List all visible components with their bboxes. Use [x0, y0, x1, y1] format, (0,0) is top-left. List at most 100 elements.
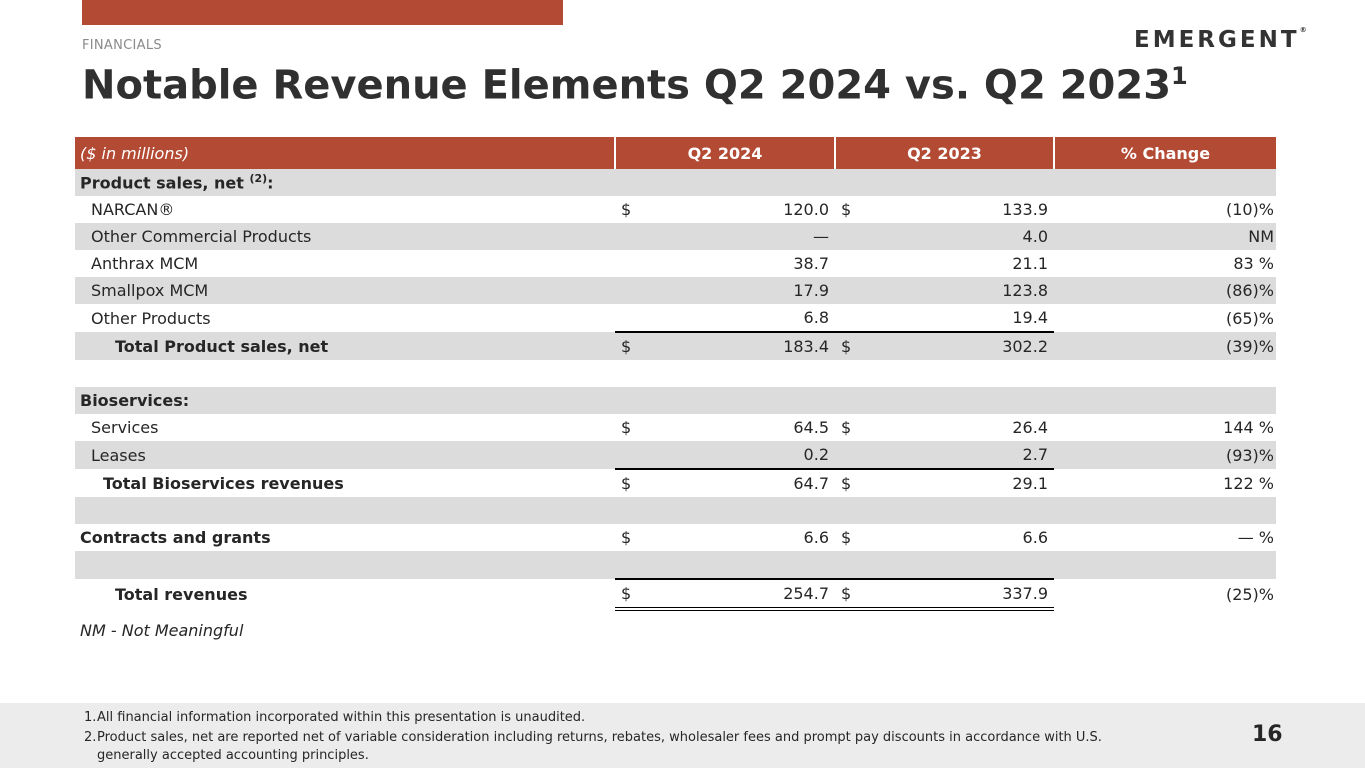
- row-label: Leases: [75, 441, 615, 469]
- cell-q2-2024: $64.7: [615, 468, 835, 497]
- cell-q2-2024: [615, 360, 835, 387]
- row-label: Total Product sales, net: [75, 332, 615, 360]
- footnotes: 1. All financial information incorporated…: [84, 709, 1144, 767]
- nm-note: NM - Not Meaningful: [80, 621, 244, 640]
- title-footnote-ref: 1: [1171, 62, 1188, 90]
- cell-q2-2023: [835, 360, 1054, 387]
- cell-q2-2024: —: [615, 223, 835, 250]
- row-label: [75, 497, 615, 524]
- cell-q2-2023: 4.0: [835, 223, 1054, 250]
- cell-q2-2024: [615, 169, 835, 196]
- cell-q2-2023: 2.7: [835, 441, 1054, 469]
- row-label: Other Products: [91, 308, 211, 328]
- cell-q2-2023: $337.9: [835, 578, 1054, 611]
- cell-change: — %: [1237, 528, 1274, 547]
- cell-q2-2023: [835, 169, 1054, 196]
- cell-q2-2023: 19.4: [1012, 308, 1048, 327]
- cell-q2-2024: 0.2: [615, 441, 835, 469]
- spacer-row: [75, 360, 1276, 387]
- table-header-row: ($ in millions) Q2 2024 Q2 2023 % Change: [75, 137, 1276, 169]
- footnote-text: All financial information incorporated w…: [97, 710, 586, 725]
- cell-change: 122 %: [1223, 473, 1274, 493]
- row-label: Total revenues: [115, 584, 248, 604]
- subtotal-row: Total Bioservices revenues $64.7 $29.1 1…: [75, 468, 1276, 497]
- footnote-number: 1.: [84, 710, 97, 725]
- cell-change: (25)%: [1225, 584, 1274, 604]
- cell-q2-2023: $29.1: [835, 468, 1054, 497]
- cell-q2-2024: $183.4: [615, 331, 835, 360]
- cell-q2-2024: 17.9: [615, 277, 835, 304]
- table-row: Other Commercial Products — 4.0 NM: [75, 223, 1276, 250]
- header-q2-2024: Q2 2024: [614, 137, 835, 169]
- cell-change: [1054, 497, 1276, 524]
- table-row: Smallpox MCM 17.9 123.8 (86)%: [75, 277, 1276, 304]
- cell-q2-2024: $64.5: [621, 418, 829, 437]
- cell-q2-2023: $6.6: [841, 528, 1048, 547]
- row-label: NARCAN®: [91, 200, 175, 219]
- page-title: Notable Revenue Elements Q2 2024 vs. Q2 …: [82, 62, 1188, 108]
- page-number: 16: [1252, 722, 1283, 747]
- spacer-row: [75, 497, 1276, 524]
- logo-text: EMERGENT: [1134, 27, 1300, 53]
- cell-q2-2024: [615, 387, 835, 414]
- cell-q2-2024: $254.7: [615, 578, 835, 611]
- header-units: ($ in millions): [75, 137, 615, 169]
- cell-change: [1054, 169, 1276, 196]
- footnote: 1. All financial information incorporated…: [84, 709, 1144, 727]
- table-row: NARCAN® $120.0 $133.9 (10)%: [75, 196, 1276, 223]
- cell-change: (93)%: [1054, 441, 1276, 469]
- cell-q2-2023: 21.1: [1012, 254, 1048, 273]
- accent-bar: [82, 0, 563, 25]
- cell-q2-2023: [835, 497, 1054, 524]
- footnote: 2. Product sales, net are reported net of…: [84, 729, 1144, 765]
- revenue-table: ($ in millions) Q2 2024 Q2 2023 % Change…: [75, 137, 1276, 611]
- cell-change: 144 %: [1223, 418, 1274, 437]
- cell-q2-2023: $26.4: [841, 418, 1048, 437]
- cell-q2-2023: $133.9: [841, 200, 1048, 219]
- table-row: Leases 0.2 2.7 (93)%: [75, 441, 1276, 469]
- cell-change: [1054, 551, 1276, 579]
- cell-change: (39)%: [1054, 332, 1276, 360]
- footer-band: [0, 703, 1365, 768]
- row-label: Product sales, net (2):: [75, 169, 615, 196]
- registered-mark: ®: [1299, 26, 1307, 34]
- cell-change: (65)%: [1225, 308, 1274, 328]
- cell-q2-2024: [615, 497, 835, 524]
- cell-q2-2024: $6.6: [621, 528, 829, 547]
- row-label: [75, 360, 615, 387]
- table-row: Contracts and grants $6.6 $6.6 — %: [75, 524, 1276, 551]
- row-label: Contracts and grants: [80, 528, 271, 547]
- subtotal-row: Total Product sales, net $183.4 $302.2 (…: [75, 331, 1276, 360]
- section-label: FINANCIALS: [82, 38, 162, 53]
- row-label: Other Commercial Products: [75, 223, 615, 250]
- page-title-text: Notable Revenue Elements Q2 2024 vs. Q2 …: [82, 62, 1172, 109]
- cell-change: 83 %: [1233, 254, 1274, 273]
- cell-q2-2023: [835, 551, 1054, 579]
- row-label: Total Bioservices revenues: [103, 473, 344, 493]
- table-row: Other Products 6.8 19.4 (65)%: [75, 304, 1276, 332]
- cell-change: (10)%: [1225, 200, 1274, 219]
- spacer-row: [75, 551, 1276, 579]
- footnote-text: Product sales, net are reported net of v…: [97, 730, 1102, 763]
- section-header-row: Bioservices:: [75, 387, 1276, 414]
- header-q2-2023: Q2 2023: [834, 137, 1054, 169]
- cell-change: (86)%: [1054, 277, 1276, 304]
- total-row: Total revenues $254.7 $337.9 (25)%: [75, 578, 1276, 611]
- cell-q2-2023: [835, 387, 1054, 414]
- table-row: Services $64.5 $26.4 144 %: [75, 414, 1276, 441]
- table-row: Anthrax MCM 38.7 21.1 83 %: [75, 250, 1276, 277]
- cell-q2-2024: $120.0: [621, 200, 829, 219]
- cell-change: [1054, 387, 1276, 414]
- row-label: Anthrax MCM: [91, 254, 199, 273]
- cell-change: NM: [1054, 223, 1276, 250]
- row-label: Services: [91, 418, 159, 437]
- cell-q2-2024: 38.7: [793, 254, 829, 273]
- row-label: [75, 551, 615, 579]
- cell-q2-2024: [615, 551, 835, 579]
- footnote-ref: (2): [249, 172, 268, 186]
- cell-q2-2023: $302.2: [835, 331, 1054, 360]
- header-pct-change: % Change: [1053, 137, 1276, 169]
- table-row: Product sales, net (2):: [75, 169, 1276, 196]
- cell-q2-2024: 6.8: [803, 308, 829, 327]
- row-label: Smallpox MCM: [75, 277, 615, 304]
